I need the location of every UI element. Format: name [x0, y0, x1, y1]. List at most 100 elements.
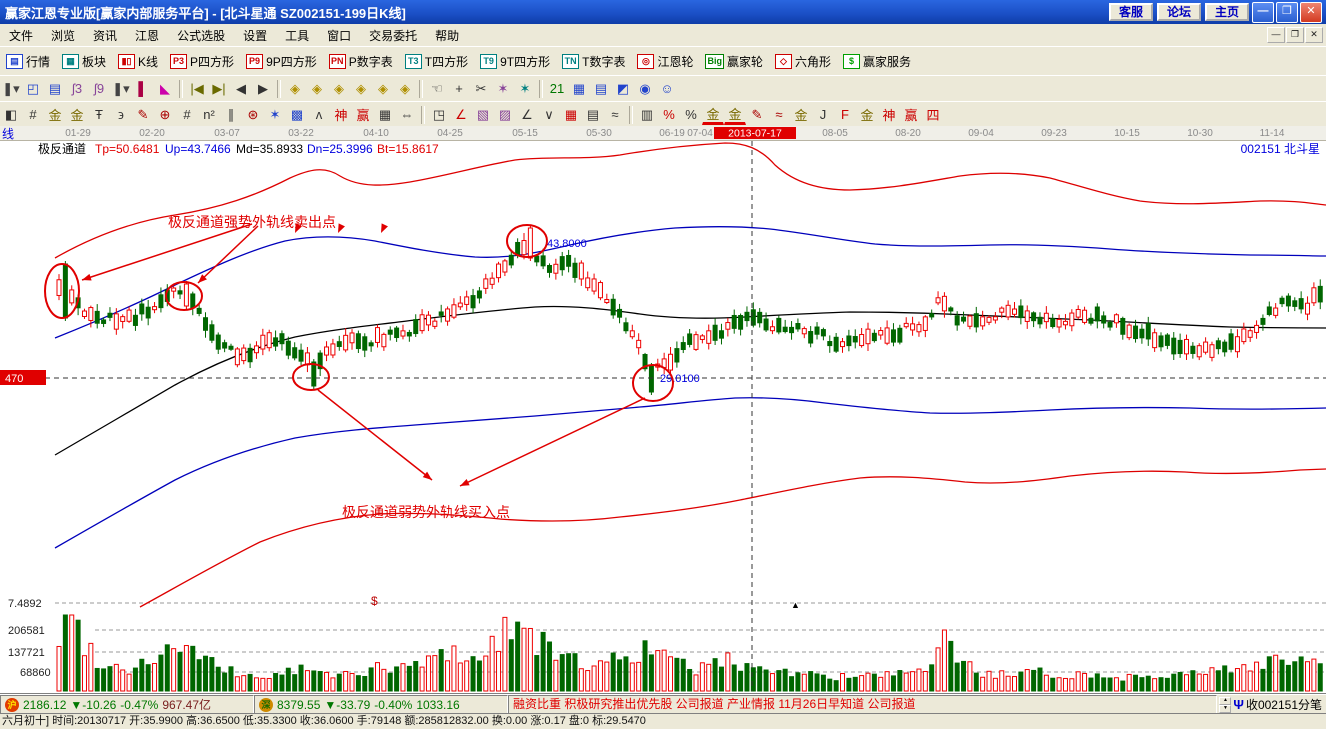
- tool-j-angle-icon[interactable]: J: [812, 105, 834, 125]
- titlebar-button-论坛[interactable]: 论坛: [1156, 3, 1201, 21]
- toolbar-P四方形[interactable]: P3 P四方形: [164, 51, 240, 72]
- minimize-button[interactable]: —: [1252, 1, 1274, 23]
- tool-brush-icon[interactable]: ✎: [746, 105, 768, 125]
- tool-box-lines-icon[interactable]: ▨: [494, 105, 516, 125]
- restore-button[interactable]: ❐: [1276, 1, 1298, 23]
- chart-3-bars-icon[interactable]: ʃ3: [66, 79, 88, 99]
- red-kline-icon[interactable]: ▌: [132, 79, 154, 99]
- erase-tool-icon[interactable]: ✂: [470, 79, 492, 99]
- tool-fan-box-icon[interactable]: ▧: [472, 105, 494, 125]
- toolbar-板块[interactable]: ▦ 板块: [56, 51, 112, 72]
- tool-gold-angle-icon[interactable]: 金: [856, 105, 878, 125]
- tool-angle-v-icon[interactable]: ʌ: [308, 105, 330, 125]
- single-kline-combo-icon[interactable]: ❚▾: [110, 79, 132, 99]
- tool-ying-angle-icon[interactable]: 赢: [900, 105, 922, 125]
- toolbar-9P四方形[interactable]: P9 9P四方形: [240, 51, 323, 72]
- tool-gold-grid1-icon[interactable]: 金: [44, 105, 66, 125]
- toolbar-江恩轮[interactable]: ◎ 江恩轮: [631, 51, 699, 72]
- save-icon[interactable]: ◩: [612, 79, 634, 99]
- flower-tool-icon[interactable]: ✶: [492, 79, 514, 99]
- tool-web-grid-icon[interactable]: ▩: [286, 105, 308, 125]
- menu-浏览[interactable]: 浏览: [51, 28, 76, 43]
- menu-文件[interactable]: 文件: [9, 28, 34, 43]
- diamond-h-icon[interactable]: ◈: [328, 79, 350, 99]
- toolbar-赢家服务[interactable]: $ 赢家服务: [837, 51, 917, 72]
- chart-9-bars-icon[interactable]: ʃ9: [88, 79, 110, 99]
- tool-target-icon[interactable]: ⊛: [242, 105, 264, 125]
- toolbar-9T四方形[interactable]: T9 9T四方形: [474, 51, 556, 72]
- tool-n2-icon[interactable]: n²: [198, 105, 220, 125]
- tool-spiral-icon[interactable]: ϶: [110, 105, 132, 125]
- last-page-icon[interactable]: ▶|: [208, 79, 230, 99]
- titlebar-button-客服[interactable]: 客服: [1108, 3, 1153, 21]
- toolbar-T数字表[interactable]: TN T数字表: [556, 51, 631, 72]
- first-page-icon[interactable]: |◀: [186, 79, 208, 99]
- tool-star-web-icon[interactable]: ✶: [264, 105, 286, 125]
- tool-shen-angle-icon[interactable]: 神: [878, 105, 900, 125]
- menu-窗口[interactable]: 窗口: [327, 28, 352, 43]
- tool-scale-icon[interactable]: ▥: [636, 105, 658, 125]
- titlebar-button-主页[interactable]: 主页: [1204, 3, 1249, 21]
- tool-gold-seg-icon[interactable]: 金: [790, 105, 812, 125]
- spinner-down-button[interactable]: ▼: [1219, 704, 1232, 713]
- browser-icon[interactable]: ◉: [634, 79, 656, 99]
- mdi-close-button[interactable]: ✕: [1305, 27, 1323, 43]
- tool-grid-fine-icon[interactable]: ▦: [560, 105, 582, 125]
- tool-pencil-icon[interactable]: ✎: [132, 105, 154, 125]
- tool-shen-icon[interactable]: 神: [330, 105, 352, 125]
- menu-帮助[interactable]: 帮助: [435, 28, 460, 43]
- tool-wave-icon[interactable]: ≈: [768, 105, 790, 125]
- menu-工具[interactable]: 工具: [285, 28, 310, 43]
- tool-ruler-grid-icon[interactable]: #: [176, 105, 198, 125]
- pattern-box-icon[interactable]: ◰: [22, 79, 44, 99]
- toolbar-T四方形[interactable]: T3 T四方形: [399, 51, 474, 72]
- calendar-icon[interactable]: 21: [546, 79, 568, 99]
- toolbar-六角形[interactable]: ◇ 六角形: [769, 51, 837, 72]
- kline-chart-canvas[interactable]: 01-29 02-20 03-07 03-22 04-10 04-25 05-15 05-30…: [0, 126, 1326, 694]
- tool-box-corner-icon[interactable]: ◳: [428, 105, 450, 125]
- toolbar-赢家轮[interactable]: Big 赢家轮: [699, 51, 769, 72]
- tool-vee-icon[interactable]: ∨: [538, 105, 560, 125]
- menu-资讯[interactable]: 资讯: [93, 28, 118, 43]
- menu-江恩[interactable]: 江恩: [135, 28, 160, 43]
- tool-half-square-icon[interactable]: ◧: [0, 105, 22, 125]
- tool-gold-line2-icon[interactable]: 金: [724, 105, 746, 125]
- intraday-flag-icon[interactable]: ◣: [154, 79, 176, 99]
- hand-tool-icon[interactable]: ☜: [426, 79, 448, 99]
- toolbar-K线[interactable]: ▮▯ K线: [112, 51, 164, 72]
- tool-si-angle-icon[interactable]: 四: [922, 105, 944, 125]
- calculator-icon[interactable]: ▦: [568, 79, 590, 99]
- menu-公式选股[interactable]: 公式选股: [177, 28, 226, 43]
- tool-width-icon[interactable]: ⇔: [396, 105, 418, 125]
- tool-fan-red-icon[interactable]: ∠: [450, 105, 472, 125]
- tool-f-line-icon[interactable]: Ŧ: [88, 105, 110, 125]
- tool-angle-icon[interactable]: ∠: [516, 105, 538, 125]
- crosshair-tool-icon[interactable]: +: [448, 79, 470, 99]
- remote-user-icon[interactable]: ☺: [656, 79, 678, 99]
- tool-pct-icon[interactable]: %: [680, 105, 702, 125]
- diamond-v-icon[interactable]: ◈: [350, 79, 372, 99]
- toolbar-行情[interactable]: ▤ 行情: [0, 51, 56, 72]
- web-tool-icon[interactable]: ✶: [514, 79, 536, 99]
- kline-style-combo-icon[interactable]: ❚▾: [0, 79, 22, 99]
- tool-gold-grid2-icon[interactable]: 金: [66, 105, 88, 125]
- mdi-minimize-button[interactable]: —: [1267, 27, 1285, 43]
- tool-slashes-icon[interactable]: ≈: [604, 105, 626, 125]
- menu-交易委托[interactable]: 交易委托: [369, 28, 418, 43]
- tool-grid-coarse-icon[interactable]: ▤: [582, 105, 604, 125]
- info-board-icon[interactable]: ▤: [44, 79, 66, 99]
- tool-grid-123-icon[interactable]: ▦: [374, 105, 396, 125]
- menu-设置[interactable]: 设置: [243, 28, 268, 43]
- tool-gann-circle-icon[interactable]: ⊕: [154, 105, 176, 125]
- next-bar-icon[interactable]: ▶: [252, 79, 274, 99]
- tool-ying-icon[interactable]: 赢: [352, 105, 374, 125]
- diamond-cross-icon[interactable]: ◈: [372, 79, 394, 99]
- spinner-up-button[interactable]: ▲: [1219, 696, 1232, 705]
- tool-pct-red-icon[interactable]: %: [658, 105, 680, 125]
- diamond-right-icon[interactable]: ◈: [306, 79, 328, 99]
- diamond-move-icon[interactable]: ◈: [394, 79, 416, 99]
- diamond-left-icon[interactable]: ◈: [284, 79, 306, 99]
- tool-gold-line1-icon[interactable]: 金: [702, 105, 724, 125]
- news-ticker[interactable]: 融资比重 积极研究推出优先股 公司报道 产业情报 11月26日早知道 公司报道: [508, 695, 1218, 714]
- tool-grid-icon[interactable]: #: [22, 105, 44, 125]
